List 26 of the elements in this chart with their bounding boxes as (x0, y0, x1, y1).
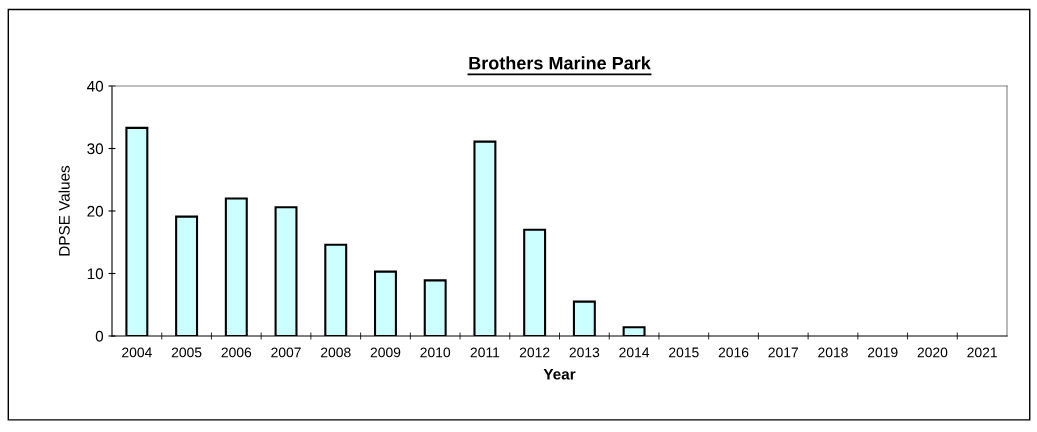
y-tick-label: 40 (87, 80, 104, 92)
y-tick-label: 10 (87, 268, 104, 280)
x-tick-label: 2016 (718, 347, 749, 358)
x-tick-label: 2010 (420, 347, 451, 358)
x-tick-label: 2021 (967, 347, 997, 358)
x-tick-label: 2007 (271, 347, 301, 358)
x-tick-label: 2004 (122, 347, 152, 358)
x-tick-label: 2014 (619, 347, 650, 358)
x-tick-label: 2006 (221, 347, 252, 358)
x-tick-label: 2017 (768, 347, 798, 358)
x-tick-label: 2011 (470, 347, 500, 358)
y-tick-label: 0 (95, 330, 104, 342)
x-tick-label: 2020 (917, 347, 948, 358)
x-tick-label: 2019 (867, 347, 898, 358)
x-axis-title: Year (543, 368, 576, 380)
x-tick-label: 2015 (669, 347, 699, 358)
chart-title: Brothers Marine Park (469, 56, 651, 70)
y-tick-label: 30 (87, 143, 104, 155)
y-axis-title: DPSE Values (58, 165, 70, 256)
x-tick-label: 2018 (818, 347, 848, 358)
x-tick-label: 2008 (321, 347, 351, 358)
x-tick-label: 2009 (370, 347, 401, 358)
x-tick-label: 2012 (519, 347, 550, 358)
x-tick-label: 2005 (171, 347, 202, 358)
y-tick-label: 20 (87, 205, 104, 217)
x-tick-label: 2013 (569, 347, 600, 358)
